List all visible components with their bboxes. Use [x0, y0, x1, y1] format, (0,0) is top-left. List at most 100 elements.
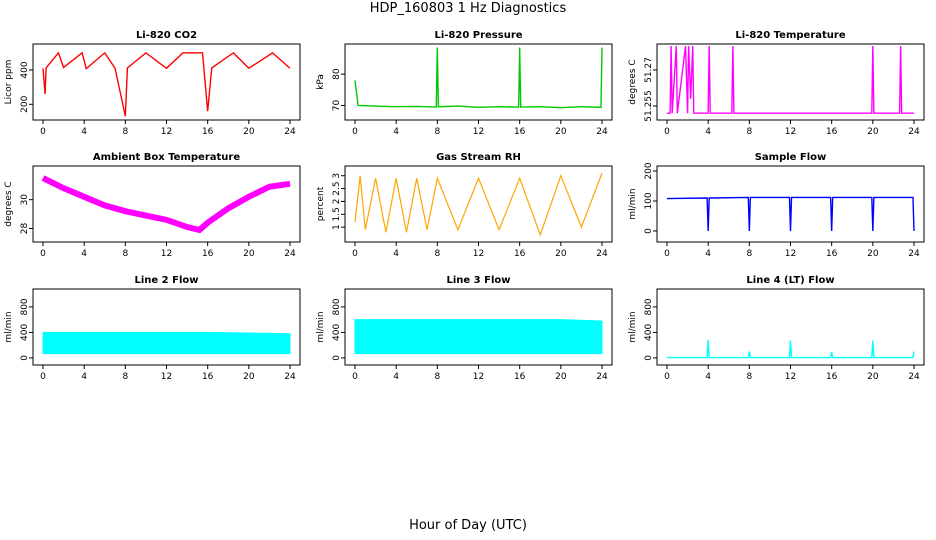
y-tick-label: 2 — [332, 199, 342, 205]
y-tick-label: 0 — [644, 228, 654, 234]
data-series-area — [42, 331, 291, 355]
y-tick-label: 400 — [644, 324, 654, 341]
x-tick-label: 0 — [664, 127, 670, 137]
y-tick-label: 200 — [20, 95, 30, 112]
x-tick-label: 8 — [746, 249, 752, 259]
y-tick-label: 30 — [20, 194, 30, 206]
x-tick-label: 20 — [555, 127, 567, 137]
x-tick-label: 12 — [473, 372, 484, 382]
y-tick-label: 800 — [644, 298, 654, 315]
x-tick-label: 0 — [664, 249, 670, 259]
x-tick-label: 24 — [596, 127, 608, 137]
x-tick-label: 8 — [122, 372, 128, 382]
y-tick-label: 1.5 — [332, 207, 342, 221]
y-tick-label: 0 — [20, 355, 30, 361]
x-tick-label: 0 — [352, 127, 358, 137]
x-tick-label: 20 — [867, 372, 879, 382]
x-tick-label: 24 — [284, 372, 296, 382]
panel-7: Line 2 Flow 0 4 8 12 16 20 24 0 400 800 ml/min — [4, 275, 301, 382]
x-tick-label: 12 — [161, 127, 172, 137]
x-tick-label: 4 — [81, 249, 87, 259]
x-tick-label: 12 — [473, 249, 484, 259]
x-tick-label: 0 — [352, 249, 358, 259]
x-tick-label: 8 — [434, 249, 440, 259]
x-tick-label: 20 — [867, 249, 879, 259]
data-series-line — [41, 175, 291, 234]
y-tick-label: 800 — [332, 298, 342, 315]
x-tick-label: 16 — [826, 127, 838, 137]
x-tick-label: 24 — [596, 249, 608, 259]
panel-3: Li-820 Temperature 0 4 8 12 16 20 24 51.255 51.27… — [628, 30, 925, 137]
panel-9: Line 4 (LT) Flow 0 4 8 12 16 20 24 0 400 800 ml/min — [628, 275, 925, 382]
x-tick-label: 0 — [352, 372, 358, 382]
x-tick-label: 16 — [514, 127, 526, 137]
data-series-area — [354, 319, 603, 355]
x-tick-label: 24 — [596, 372, 608, 382]
plot-frame — [32, 43, 301, 121]
plot-frame — [656, 43, 925, 121]
panel-title: Li-820 Pressure — [434, 30, 522, 41]
panel-title: Li-820 Temperature — [735, 30, 845, 41]
x-tick-label: 8 — [122, 249, 128, 259]
x-tick-label: 0 — [40, 249, 46, 259]
x-tick-label: 20 — [243, 249, 255, 259]
x-tick-label: 4 — [705, 372, 711, 382]
x-tick-label: 12 — [161, 372, 172, 382]
y-tick-label: 28 — [20, 222, 30, 234]
plot-frame — [32, 165, 301, 243]
panel-title: Ambient Box Temperature — [93, 152, 240, 163]
y-tick-label: 51.27 — [644, 57, 654, 83]
y-tick-label: 0 — [644, 355, 654, 361]
y-tick-label: 400 — [332, 324, 342, 341]
panel-title: Line 3 Flow — [447, 275, 511, 286]
x-tick-label: 4 — [393, 127, 399, 137]
plot-frame — [344, 43, 613, 121]
x-axis-label: Hour of Day (UTC) — [409, 518, 527, 533]
x-tick-label: 16 — [514, 249, 526, 259]
data-series-line — [666, 196, 915, 232]
x-tick-label: 16 — [826, 249, 838, 259]
panel-4: Ambient Box Temperature 0 4 8 12 16 20 24 28 30 de… — [4, 152, 301, 259]
panel-6: Sample Flow 0 4 8 12 16 20 24 0 100 200 ml/min — [628, 152, 925, 259]
y-axis-label: Licor ppm — [4, 60, 14, 105]
x-tick-label: 12 — [785, 372, 796, 382]
x-tick-label: 4 — [393, 249, 399, 259]
data-series-line — [354, 172, 603, 237]
y-axis-label: degrees C — [628, 59, 638, 104]
y-axis-label: percent — [316, 186, 326, 221]
y-axis-label: ml/min — [628, 188, 638, 219]
x-tick-label: 4 — [81, 127, 87, 137]
x-tick-label: 0 — [664, 372, 670, 382]
panel-8: Line 3 Flow 0 4 8 12 16 20 24 0 400 800 ml/min — [316, 275, 613, 382]
y-tick-label: 1 — [332, 224, 342, 230]
x-tick-label: 8 — [434, 127, 440, 137]
y-tick-label: 800 — [20, 298, 30, 315]
x-tick-label: 16 — [202, 127, 214, 137]
plot-frame — [656, 288, 925, 366]
data-series-line — [42, 51, 291, 117]
panel-title: Line 4 (LT) Flow — [746, 275, 834, 286]
y-axis-label: kPa — [316, 74, 326, 90]
y-tick-label: 70 — [332, 99, 342, 111]
x-tick-label: 4 — [705, 127, 711, 137]
x-tick-label: 4 — [393, 372, 399, 382]
y-axis-label: ml/min — [4, 311, 14, 342]
x-tick-label: 20 — [555, 372, 567, 382]
x-tick-label: 16 — [202, 249, 214, 259]
y-tick-label: 400 — [20, 324, 30, 341]
y-tick-label: 3 — [332, 173, 342, 179]
panel-title: Line 2 Flow — [135, 275, 199, 286]
x-tick-label: 0 — [40, 127, 46, 137]
panel-2: Li-820 Pressure 0 4 8 12 16 20 24 70 80 kPa — [316, 30, 613, 137]
x-tick-label: 4 — [81, 372, 87, 382]
x-tick-label: 24 — [284, 127, 296, 137]
x-tick-label: 20 — [867, 127, 879, 137]
x-tick-label: 8 — [746, 127, 752, 137]
x-tick-label: 16 — [202, 372, 214, 382]
data-series-line — [354, 47, 603, 109]
x-tick-label: 20 — [243, 127, 255, 137]
y-tick-label: 400 — [20, 61, 30, 78]
x-tick-label: 8 — [746, 372, 752, 382]
x-tick-label: 8 — [434, 372, 440, 382]
